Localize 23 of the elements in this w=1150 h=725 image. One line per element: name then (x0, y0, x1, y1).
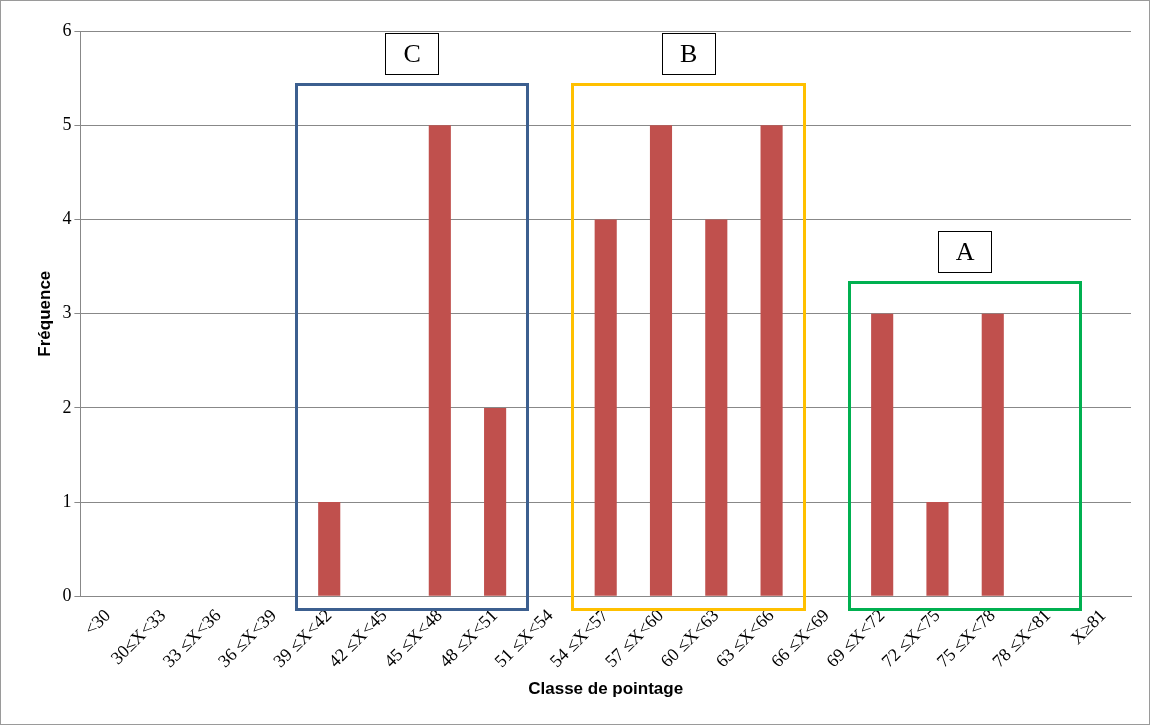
bar (981, 313, 1004, 596)
y-tick-label: 6 (62, 19, 72, 40)
bar (428, 125, 451, 596)
y-tick-label: 0 (62, 585, 72, 606)
bar (871, 313, 894, 596)
bar (926, 502, 949, 596)
annotation: B (661, 32, 716, 75)
bar (705, 219, 728, 596)
y-tick-label: 1 (62, 490, 72, 511)
x-tick-label: <30 (80, 605, 115, 640)
annotation: A (938, 230, 993, 273)
y-axis-title: Fréquence (34, 270, 54, 357)
bar (649, 125, 673, 596)
bar (318, 502, 341, 596)
bar (484, 407, 507, 596)
x-axis-title: Classe de pointage (528, 679, 684, 699)
y-tick-label: 2 (62, 396, 72, 417)
y-tick-label: 5 (62, 113, 72, 134)
bar (760, 125, 783, 596)
y-tick-label: 4 (62, 208, 72, 229)
bar (594, 219, 617, 596)
y-tick-label: 3 (62, 302, 72, 323)
annotation: C (385, 32, 440, 75)
